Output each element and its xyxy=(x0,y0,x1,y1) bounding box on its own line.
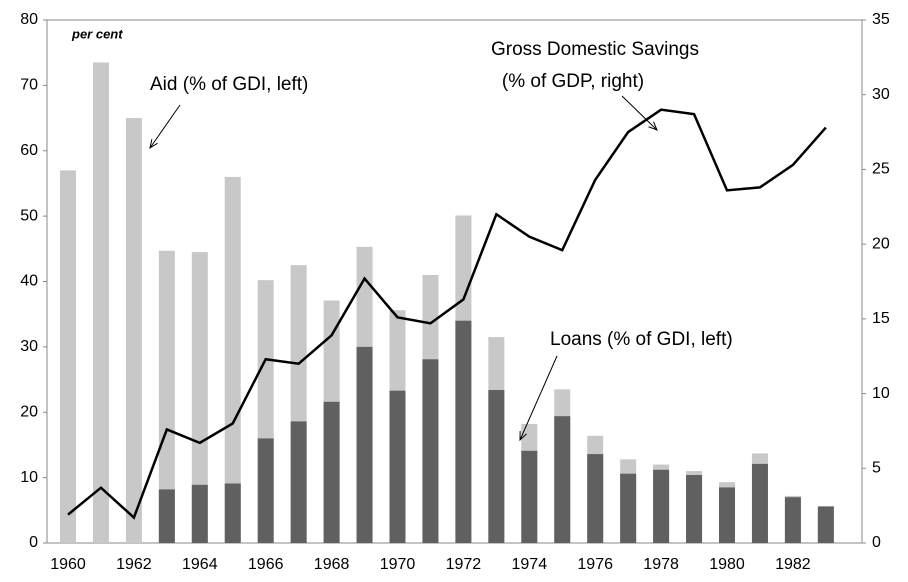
arrow-head xyxy=(519,430,527,442)
bar xyxy=(784,497,801,543)
y2-tick-label: 15 xyxy=(872,310,890,327)
x-tick-label: 1974 xyxy=(512,556,548,573)
y-tick-label: 40 xyxy=(20,273,38,290)
y-tick-label: 70 xyxy=(20,77,38,94)
bar xyxy=(653,469,670,543)
x-tick-label: 1960 xyxy=(50,556,86,573)
annotation: Gross Domestic Savings xyxy=(491,39,699,60)
x-tick-label: 1978 xyxy=(643,556,679,573)
bar xyxy=(92,62,109,544)
x-tick-label: 1968 xyxy=(314,556,350,573)
annotation: (% of GDP, right) xyxy=(502,71,644,92)
bar xyxy=(257,438,274,543)
y2-tick-label: 5 xyxy=(872,460,881,477)
bar xyxy=(356,346,373,543)
bar xyxy=(455,320,472,543)
x-tick-label: 1976 xyxy=(577,556,613,573)
y-tick-label: 10 xyxy=(20,469,38,486)
arrow-head xyxy=(149,139,158,150)
y2-tick-label: 35 xyxy=(872,11,890,28)
y2-tick-label: 10 xyxy=(872,385,890,402)
bar xyxy=(521,450,538,543)
bar xyxy=(488,390,505,543)
y-tick-label: 80 xyxy=(20,11,38,28)
x-tick-label: 1970 xyxy=(380,556,416,573)
arrow xyxy=(149,104,181,149)
bar xyxy=(323,401,340,543)
bar xyxy=(751,463,768,543)
y2-tick-label: 20 xyxy=(872,235,890,252)
bar xyxy=(719,487,735,543)
arrow-head xyxy=(648,121,658,131)
y2-tick-label: 30 xyxy=(872,86,890,103)
x-tick-label: 1982 xyxy=(775,556,811,573)
bar xyxy=(224,483,241,543)
bar xyxy=(389,390,406,543)
arrow xyxy=(621,95,658,131)
annotation: Aid (% of GDI, left) xyxy=(150,74,308,95)
y2-tick-label: 0 xyxy=(872,534,881,551)
y-tick-label: 50 xyxy=(20,207,38,224)
bar xyxy=(587,454,604,543)
bar xyxy=(158,250,175,543)
x-tick-label: 1972 xyxy=(446,556,482,573)
bar xyxy=(817,506,834,543)
x-tick-label: 1966 xyxy=(248,556,284,573)
y2-tick-label: 25 xyxy=(872,161,890,178)
bar xyxy=(290,421,307,543)
y-tick-label: 60 xyxy=(20,142,38,159)
bar xyxy=(191,252,208,544)
y-tick-label: 0 xyxy=(29,534,38,551)
bar xyxy=(224,176,241,543)
x-tick-label: 1980 xyxy=(709,556,745,573)
line xyxy=(67,108,827,520)
y-tick-label: 30 xyxy=(20,338,38,355)
bar xyxy=(620,473,637,543)
x-tick-label: 1962 xyxy=(116,556,152,573)
bar xyxy=(125,118,142,543)
y-tick-label: 20 xyxy=(20,403,38,420)
unit-label: per cent xyxy=(71,26,123,41)
bar xyxy=(554,416,571,543)
arrow xyxy=(519,355,558,441)
annotation: Loans (% of GDI, left) xyxy=(550,329,733,350)
x-tick-label: 1964 xyxy=(182,556,218,573)
bar xyxy=(60,170,76,544)
bar xyxy=(191,484,208,543)
bar xyxy=(422,359,439,543)
bar xyxy=(158,489,175,543)
bar xyxy=(686,475,703,543)
